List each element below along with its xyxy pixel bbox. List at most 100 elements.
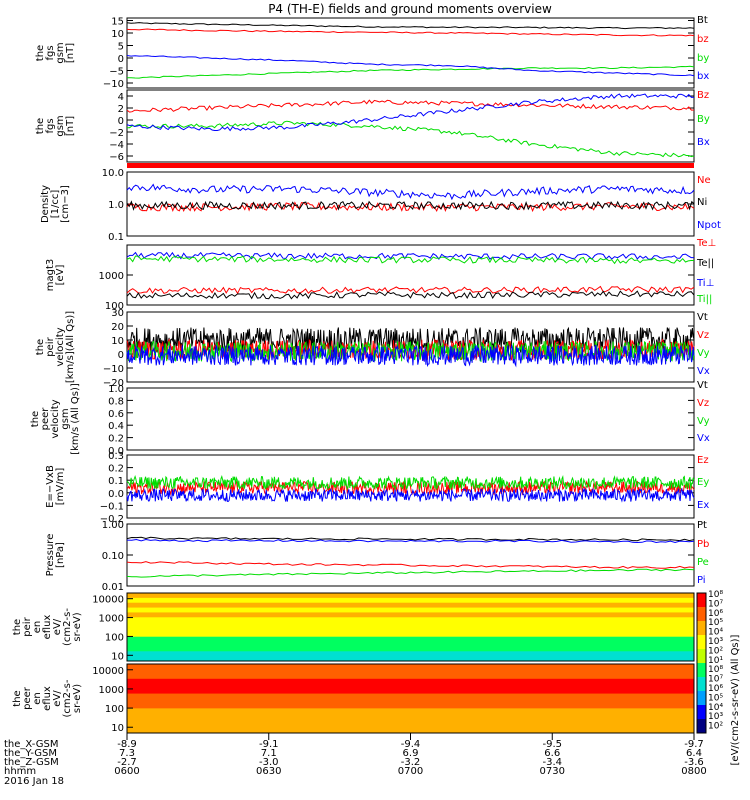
- colorbar-tick-label: 10⁸: [708, 665, 723, 675]
- y-axis-label: the: [30, 411, 41, 427]
- legend-Pb: Pb: [697, 539, 709, 550]
- colorbar-segment: [697, 607, 706, 622]
- legend-Bx: Bx: [697, 137, 710, 148]
- colorbar-tick-label: 10⁶: [708, 609, 723, 619]
- legend-Pt: Pt: [697, 520, 707, 531]
- series-Ex: [126, 487, 695, 503]
- y-axis-label: velocity: [55, 327, 66, 366]
- colorbar-tick-label: 10³: [708, 712, 723, 722]
- y-axis-label: peir: [22, 616, 33, 636]
- y-tick-label: 10: [111, 723, 124, 734]
- y-axis-label: magt3: [45, 259, 56, 292]
- legend-bz: bz: [697, 34, 709, 45]
- y-tick-label: −6: [109, 152, 124, 163]
- ephemeris-value: 0600: [114, 766, 139, 777]
- y-axis-label: E=−VxB: [45, 465, 56, 508]
- y-tick-label: −5: [109, 67, 124, 78]
- colorbar-segment: [697, 691, 706, 706]
- colorbar-tick-label: 10¹: [708, 656, 723, 666]
- panel-3: 1000 100 magt3 [eV] Te⊥ Te|| Ti⊥ Ti||: [45, 238, 716, 312]
- spectrogram-band: [127, 656, 694, 662]
- colorbar-tick-label: 10⁷: [708, 675, 723, 685]
- y-axis-label: Pressure: [45, 534, 56, 577]
- spectrogram-band: [127, 593, 694, 599]
- spectrogram-band: [127, 607, 694, 613]
- y-tick-label: 10000: [92, 595, 124, 606]
- ephemeris-value: -9.1: [259, 739, 279, 750]
- y-tick-label: 0.1: [108, 232, 124, 243]
- colorbar-segment: [697, 621, 706, 636]
- series-Pb: [126, 561, 695, 569]
- series-Pt: [126, 536, 695, 542]
- y-axis-label: sr-eV): [72, 612, 83, 641]
- spectrogram-band: [127, 713, 694, 719]
- y-tick-label: 0.0: [108, 489, 124, 500]
- legend-Vz: Vz: [697, 398, 709, 409]
- y-tick-label: 1.0: [108, 384, 124, 395]
- y-tick-label: 0.2: [108, 434, 124, 445]
- panel-7: 1.00 0.10 0.01 Pressure [nPa] Pt Pb Pe Pi: [45, 520, 709, 593]
- date-label: 2016 Jan 18: [4, 776, 64, 787]
- legend-Bt: Bt: [697, 15, 708, 26]
- y-axis-label: fgs: [45, 45, 56, 60]
- colorbar: 10⁸10⁷10⁶10⁵10⁴10³10²10¹10⁸10⁷10⁶10⁵10⁴1…: [696, 590, 741, 765]
- y-tick-label: 0.1: [108, 476, 124, 487]
- colorbar-segment: [697, 663, 706, 678]
- y-tick-label: 0: [118, 54, 124, 65]
- spectrogram-1: 10000 1000 100 10 the peer en eflux eV/(cm2-s-sr…: [12, 663, 695, 734]
- spectrogram-frame: [126, 592, 695, 662]
- ephemeris-label-z: the_Z-GSM: [4, 757, 59, 768]
- spectrogram-band: [127, 597, 694, 604]
- ephemeris-value: 0800: [681, 766, 706, 777]
- spectrogram-band: [127, 693, 694, 699]
- y-axis-label: eV/: [52, 690, 63, 707]
- panel-5: 1.00.8 0.60.4 0.20.0 the peer velocity gsm [km/…: [30, 380, 710, 457]
- ephemeris-value: 0700: [398, 766, 423, 777]
- y-tick-label: 0.4: [108, 421, 124, 432]
- ephemeris-value: 6.4: [686, 748, 702, 759]
- legend-Pi: Pi: [697, 575, 706, 586]
- y-tick-label: 1000: [99, 271, 124, 282]
- y-axis-label: the: [35, 45, 46, 61]
- spin-flag-bar: [127, 163, 694, 168]
- y-tick-label: −0.1: [100, 501, 124, 512]
- legend-Vt: Vt: [697, 380, 708, 391]
- ephemeris-value: -3.2: [401, 757, 421, 768]
- colorbar-tick-label: 10⁴: [708, 703, 723, 713]
- y-axis-label: sr-eV): [72, 684, 83, 713]
- ephemeris-value: -9.5: [542, 739, 562, 750]
- y-axis-label: the: [12, 619, 23, 635]
- legend-Ez: Ez: [697, 455, 709, 466]
- series-bx: [126, 55, 695, 77]
- series-by: [126, 65, 695, 79]
- series-bz: [126, 28, 695, 37]
- panel-2: 10.0 1.0 0.1 Density [1/cc] [cm−3] Ne Ni Npot: [40, 168, 721, 243]
- spectrogram-band: [127, 688, 694, 695]
- y-tick-label: 1000: [99, 685, 124, 696]
- series-Ey: [126, 474, 695, 491]
- series-Bx: [126, 93, 695, 132]
- legend-Ne: Ne: [697, 175, 711, 186]
- y-tick-label: 100: [105, 632, 124, 643]
- spectrogram-band: [127, 728, 694, 734]
- panel-frame: [126, 171, 695, 237]
- legend-Te⊥: Te⊥: [696, 238, 716, 249]
- spectrogram-band: [127, 673, 694, 680]
- legend-Ey: Ey: [697, 477, 709, 488]
- panel-1: 420−2−4−6 the fgs gsm [nT] Bz By Bx: [35, 89, 710, 163]
- series-Vx: [126, 343, 695, 368]
- y-tick-label: 0: [118, 116, 124, 127]
- spectrogram-0: 10000 1000 100 10 the peir en eflux eV/(cm2-s-sr…: [12, 592, 695, 662]
- legend-Ti||: Ti||: [696, 294, 712, 305]
- y-axis-label: peer: [22, 686, 33, 710]
- y-axis-label: gsm: [55, 115, 66, 136]
- y-axis-label: (cm2-s-: [62, 679, 73, 717]
- ephemeris-value: 6.9: [403, 748, 419, 759]
- y-tick-label: 0.2: [108, 464, 124, 475]
- series-Pi: [126, 538, 695, 544]
- spectrogram-band: [127, 602, 694, 609]
- y-tick-label: 0.6: [108, 409, 124, 420]
- spectrogram-band: [127, 631, 694, 638]
- spectrogram-band: [127, 698, 694, 704]
- ephemeris-value: 7.3: [119, 748, 135, 759]
